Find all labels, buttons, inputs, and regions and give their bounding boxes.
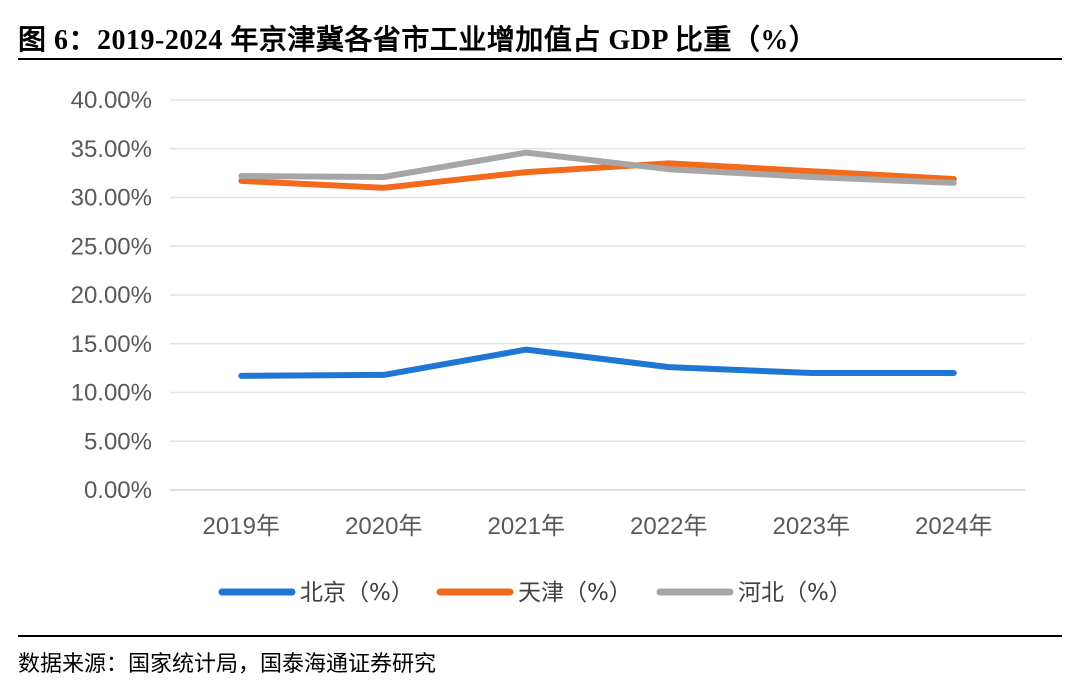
y-tick-label: 0.00% — [84, 477, 152, 504]
y-axis-ticks: 0.00% 5.00% 10.00% 15.00% 20.00% 25.00% 30.00%… — [71, 87, 152, 504]
source-note: 数据来源：国家统计局，国泰海通证券研究 — [18, 652, 437, 677]
legend: 北京（%） 天津（%） 河北（%） — [218, 580, 852, 606]
series-lines — [238, 149, 957, 379]
x-tick-label: 2024年 — [915, 513, 992, 540]
y-tick-label: 5.00% — [84, 428, 152, 455]
y-tick-label: 25.00% — [71, 233, 152, 260]
figure-title: 图 6：2019-2024 年京津冀各省市工业增加值占 GDP 比重（%） — [18, 25, 818, 56]
series-line-0 — [238, 346, 957, 379]
source-divider — [18, 635, 1062, 637]
x-axis-ticks: 2019年 2020年 2021年 2022年 2023年 2024年 — [203, 513, 993, 540]
title-divider — [18, 58, 1062, 60]
x-tick-label: 2021年 — [488, 513, 565, 540]
legend-label: 天津（%） — [518, 580, 632, 606]
y-tick-label: 30.00% — [71, 185, 152, 212]
y-tick-label: 40.00% — [71, 87, 152, 114]
legend-label: 北京（%） — [300, 580, 414, 606]
series-line-2 — [238, 149, 957, 186]
x-tick-label: 2020年 — [345, 513, 422, 540]
y-tick-label: 20.00% — [71, 282, 152, 309]
series-line-1 — [238, 160, 957, 191]
legend-label: 河北（%） — [738, 580, 852, 606]
gridlines — [170, 99, 1025, 491]
x-tick-label: 2022年 — [630, 513, 707, 540]
x-tick-label: 2019年 — [203, 513, 280, 540]
y-tick-label: 15.00% — [71, 331, 152, 358]
x-tick-label: 2023年 — [773, 513, 850, 540]
y-tick-label: 35.00% — [71, 136, 152, 163]
y-tick-label: 10.00% — [71, 380, 152, 407]
